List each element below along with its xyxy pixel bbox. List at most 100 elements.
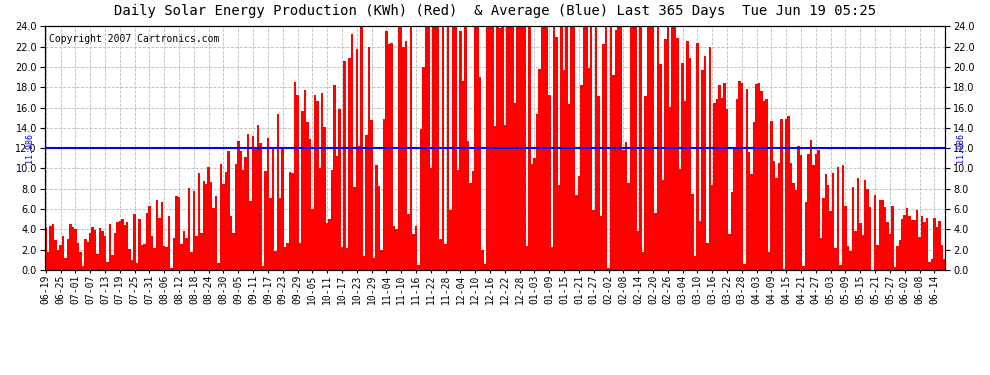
Bar xyxy=(314,95,316,270)
Bar xyxy=(89,234,91,270)
Bar xyxy=(341,247,344,270)
Bar xyxy=(509,26,511,270)
Bar xyxy=(807,154,810,270)
Bar xyxy=(620,26,622,270)
Bar xyxy=(225,172,227,270)
Bar xyxy=(208,167,210,270)
Bar xyxy=(432,26,435,270)
Bar xyxy=(420,129,422,270)
Bar xyxy=(326,222,329,270)
Bar xyxy=(403,47,405,270)
Bar xyxy=(585,26,587,270)
Bar xyxy=(435,26,437,270)
Bar xyxy=(344,61,346,270)
Bar xyxy=(894,267,896,270)
Bar xyxy=(719,85,721,270)
Bar xyxy=(646,27,649,270)
Bar xyxy=(837,166,840,270)
Bar xyxy=(802,266,805,270)
Bar xyxy=(573,26,575,270)
Bar xyxy=(104,236,106,270)
Bar xyxy=(879,200,881,270)
Bar xyxy=(269,198,271,270)
Bar xyxy=(464,26,466,270)
Bar xyxy=(251,136,254,270)
Bar xyxy=(294,82,296,270)
Bar xyxy=(592,210,595,270)
Bar xyxy=(388,44,390,270)
Bar xyxy=(99,228,101,270)
Bar xyxy=(195,236,198,270)
Bar xyxy=(674,26,676,270)
Bar xyxy=(800,154,802,270)
Bar xyxy=(612,75,615,270)
Bar xyxy=(632,26,635,270)
Bar xyxy=(851,187,854,270)
Bar xyxy=(261,266,264,270)
Bar xyxy=(651,26,654,270)
Bar xyxy=(792,183,795,270)
Bar xyxy=(750,174,753,270)
Bar xyxy=(190,252,193,270)
Bar xyxy=(86,242,89,270)
Bar xyxy=(442,26,445,270)
Bar xyxy=(864,180,866,270)
Bar xyxy=(709,46,711,270)
Bar xyxy=(215,196,218,270)
Bar xyxy=(568,104,570,270)
Bar xyxy=(753,122,755,270)
Bar xyxy=(491,26,494,270)
Bar xyxy=(716,99,719,270)
Bar xyxy=(679,169,681,270)
Bar xyxy=(486,26,489,270)
Bar xyxy=(126,222,129,270)
Bar xyxy=(64,258,66,270)
Bar xyxy=(51,224,54,270)
Bar xyxy=(256,124,259,270)
Bar xyxy=(555,37,558,270)
Bar xyxy=(926,218,929,270)
Bar xyxy=(240,151,242,270)
Bar xyxy=(331,170,334,270)
Bar xyxy=(276,114,279,270)
Bar xyxy=(116,222,119,270)
Bar xyxy=(430,168,432,270)
Bar xyxy=(183,231,185,270)
Bar xyxy=(168,216,170,270)
Bar xyxy=(642,252,644,270)
Bar xyxy=(739,81,741,270)
Bar xyxy=(580,85,583,270)
Bar xyxy=(521,26,524,270)
Bar xyxy=(859,224,861,270)
Bar xyxy=(299,243,301,270)
Bar xyxy=(846,246,849,270)
Bar xyxy=(454,26,456,270)
Bar xyxy=(671,26,674,270)
Bar xyxy=(610,26,612,270)
Bar xyxy=(69,224,71,270)
Bar xyxy=(625,142,627,270)
Bar xyxy=(861,235,864,270)
Bar xyxy=(336,156,339,270)
Bar xyxy=(373,258,375,270)
Bar xyxy=(726,109,729,270)
Bar xyxy=(909,216,911,270)
Bar xyxy=(301,111,304,270)
Bar xyxy=(654,213,656,270)
Bar xyxy=(50,226,51,270)
Bar xyxy=(230,216,232,270)
Bar xyxy=(630,26,632,270)
Bar xyxy=(124,225,126,270)
Bar xyxy=(760,91,763,270)
Bar xyxy=(61,236,64,270)
Bar xyxy=(575,195,578,270)
Bar xyxy=(163,246,165,270)
Bar xyxy=(205,184,208,270)
Bar xyxy=(232,233,235,270)
Bar xyxy=(767,252,770,270)
Bar xyxy=(136,263,139,270)
Bar xyxy=(943,259,945,270)
Bar xyxy=(109,224,111,270)
Bar xyxy=(777,164,780,270)
Bar xyxy=(622,150,625,270)
